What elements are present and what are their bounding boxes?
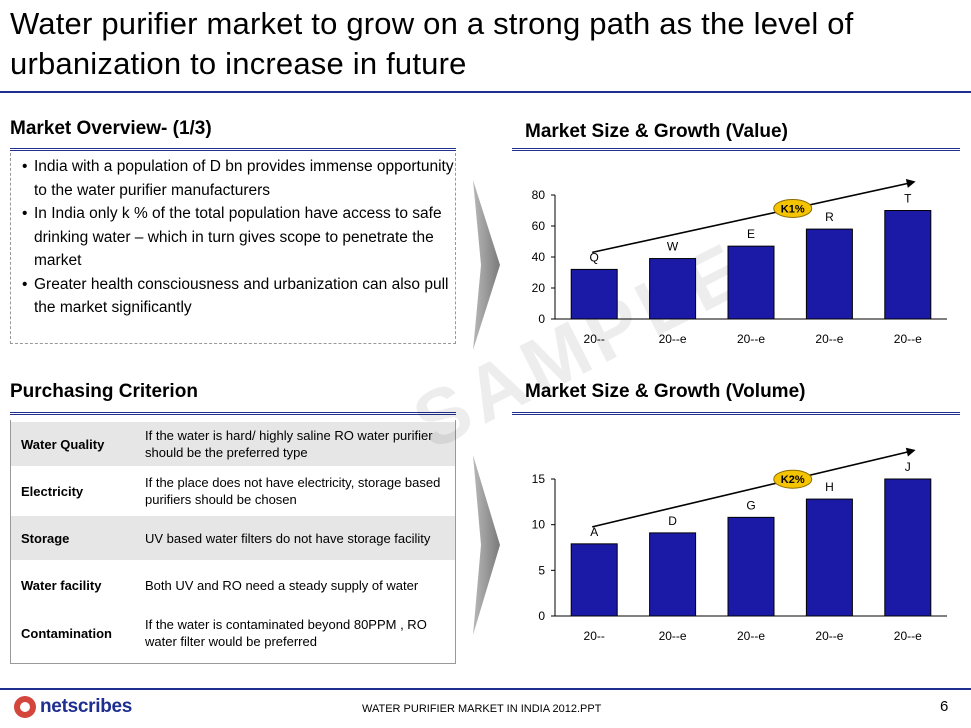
value-chart-rule <box>512 148 960 151</box>
value-chart: 0 20 40 60 80 Q 20-- W 20--e E 20--e R 20--e T 20--e K1… <box>532 179 947 346</box>
bar-data-label: G <box>746 498 755 512</box>
x-tick-label: 20--e <box>894 332 922 346</box>
table-row: Water Quality If the water is hard/ high… <box>11 422 455 466</box>
y-tick-label: 20 <box>532 281 546 295</box>
bar <box>649 258 697 320</box>
bar-data-label: Q <box>590 250 599 264</box>
criterion-label: Contamination <box>21 625 112 641</box>
overview-heading: Market Overview- (1/3) <box>10 118 212 139</box>
y-tick-label: 60 <box>532 219 546 233</box>
y-tick-label: 80 <box>532 188 546 202</box>
criterion-label: Electricity <box>21 483 84 499</box>
title-divider <box>0 91 971 93</box>
overview-bullet: Greater health consciousness and urbaniz… <box>14 273 454 320</box>
slide-title: Water purifier market to grow on a stron… <box>10 6 854 81</box>
volume-chart: 0 5 10 15 A 20-- D 20--e G 20--e H 20--e J 20--e K2% <box>532 447 947 643</box>
growth-arrow <box>592 450 910 528</box>
overview-bullet: In India only k % of the total populatio… <box>14 202 454 273</box>
y-tick-label: 0 <box>538 609 545 623</box>
criterion-label: Water Quality <box>21 436 105 452</box>
y-tick-label: 15 <box>532 472 546 486</box>
overview-rule <box>10 148 456 151</box>
overview-bullets: India with a population of D bn provides… <box>14 155 454 320</box>
growth-badge <box>773 469 813 489</box>
criterion-label: Water facility <box>21 577 102 593</box>
table-row: Storage UV based water filters do not ha… <box>11 516 455 560</box>
overview-bullet: India with a population of D bn provides… <box>14 155 454 202</box>
bar <box>727 516 775 617</box>
growth-badge <box>773 198 813 218</box>
x-tick-label: 20--e <box>737 629 765 643</box>
y-tick-label: 0 <box>538 312 545 326</box>
growth-label: K1% <box>781 203 805 215</box>
bar <box>570 268 618 320</box>
growth-arrow-head <box>905 447 916 457</box>
footer-rule <box>0 688 971 690</box>
bar <box>649 532 697 617</box>
overview-box <box>10 153 456 344</box>
x-tick-label: 20--e <box>737 332 765 346</box>
footer: netscribes WATER PURIFIER MARKET IN INDI… <box>0 688 971 728</box>
growth-label: K2% <box>781 474 805 486</box>
bar <box>727 245 775 320</box>
bar <box>570 543 618 617</box>
y-tick-label: 5 <box>538 563 545 577</box>
x-tick-label: 20--e <box>815 332 843 346</box>
bar-data-label: E <box>747 227 755 241</box>
chevron-right-icon <box>473 455 500 635</box>
x-tick-label: 20--e <box>894 629 922 643</box>
growth-arrow <box>592 182 910 254</box>
value-chart-heading: Market Size & Growth (Value) <box>525 121 788 142</box>
criterion-table: Water Quality If the water is hard/ high… <box>10 420 456 664</box>
footer-filename: WATER PURIFIER MARKET IN INDIA 2012.PPT <box>362 703 602 715</box>
bar-data-label: R <box>825 210 834 224</box>
page-number: 6 <box>940 698 949 715</box>
table-row: Water facility Both UV and RO need a ste… <box>11 563 455 607</box>
x-tick-label: 20-- <box>584 629 605 643</box>
table-row: Contamination If the water is contaminat… <box>11 611 455 655</box>
x-tick-label: 20--e <box>659 332 687 346</box>
bar <box>805 498 853 617</box>
y-tick-label: 40 <box>532 250 546 264</box>
growth-arrow-head <box>905 179 916 188</box>
criterion-desc: If the water is hard/ highly saline RO w… <box>145 428 433 460</box>
volume-chart-rule <box>512 412 960 415</box>
bar-data-label: H <box>825 480 834 494</box>
bar-data-label: D <box>668 514 677 528</box>
volume-chart-heading: Market Size & Growth (Volume) <box>525 381 806 402</box>
criterion-desc: UV based water filters do not have stora… <box>145 530 431 546</box>
x-tick-label: 20--e <box>815 629 843 643</box>
x-tick-label: 20--e <box>659 629 687 643</box>
bar-data-label: A <box>590 525 598 539</box>
bar <box>884 478 932 617</box>
table-row: Electricity If the place does not have e… <box>11 469 455 513</box>
bar <box>884 210 932 320</box>
criterion-rule <box>10 412 456 415</box>
bar-data-label: T <box>904 192 912 206</box>
criterion-heading: Purchasing Criterion <box>10 381 198 402</box>
logo-icon <box>14 696 36 718</box>
netscribes-logo: netscribes <box>14 692 132 722</box>
criterion-desc: If the water is contaminated beyond 80PP… <box>145 617 427 649</box>
bar <box>805 228 853 320</box>
criterion-desc: If the place does not have electricity, … <box>145 475 441 507</box>
criterion-label: Storage <box>21 530 70 546</box>
criterion-desc: Both UV and RO need a steady supply of w… <box>145 577 419 593</box>
bar-data-label: W <box>667 240 679 254</box>
bar-data-label: J <box>905 460 911 474</box>
x-tick-label: 20-- <box>584 332 605 346</box>
chevron-right-icon <box>473 180 500 350</box>
y-tick-label: 10 <box>532 518 546 532</box>
logo-text: netscribes <box>40 696 133 717</box>
